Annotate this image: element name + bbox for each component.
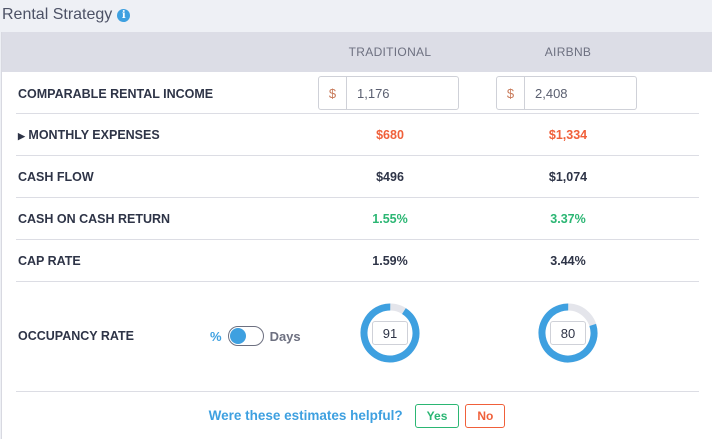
airbnb-value: 3.37% xyxy=(550,212,586,226)
rental-strategy-table: TRADITIONAL AIRBNB COMPARABLE RENTAL INC… xyxy=(1,32,712,439)
input-value: 2,408 xyxy=(535,85,568,101)
caret-right-icon: ▶ xyxy=(18,131,25,141)
row-income: COMPARABLE RENTAL INCOME $1,176 $2,408 xyxy=(16,72,699,114)
row-cash-flow: CASH FLOW $496 $1,074 xyxy=(16,156,699,198)
table-header: TRADITIONAL AIRBNB xyxy=(2,32,712,72)
row-label: CASH ON CASH RETURN xyxy=(18,212,171,226)
row-cap-rate: CAP RATE 1.59% 3.44% xyxy=(16,240,699,282)
airbnb-occupancy-input[interactable]: 80 xyxy=(550,321,586,345)
airbnb-value: 3.44% xyxy=(550,254,586,268)
row-label: OCCUPANCY RATE xyxy=(18,329,134,343)
section-title: Rental Strategy i xyxy=(2,6,131,24)
yes-button[interactable]: Yes xyxy=(414,403,460,428)
airbnb-value: $1,074 xyxy=(548,170,588,184)
no-button[interactable]: No xyxy=(465,403,506,428)
traditional-value: 1.59% xyxy=(372,254,408,268)
feedback-question: Were these estimates helpful? xyxy=(208,408,403,423)
currency-symbol: $ xyxy=(319,77,347,109)
row-label: MONTHLY EXPENSES xyxy=(28,128,160,142)
traditional-occupancy-donut: 91 xyxy=(360,303,420,363)
unit-toggle[interactable]: % Days xyxy=(210,326,301,346)
airbnb-occupancy-donut: 80 xyxy=(538,303,598,363)
row-monthly-expenses[interactable]: ▶ MONTHLY EXPENSES $680 $1,334 xyxy=(16,114,699,156)
traditional-value: $680 xyxy=(376,128,404,142)
expand-expenses[interactable]: ▶ MONTHLY EXPENSES xyxy=(18,128,160,142)
traditional-value: $496 xyxy=(376,170,404,184)
feedback-bar: Were these estimates helpful? Yes No xyxy=(2,392,712,439)
income-label: COMPARABLE RENTAL INCOME xyxy=(18,87,214,101)
row-label: CASH FLOW xyxy=(18,170,94,184)
title-text: Rental Strategy xyxy=(2,6,113,23)
col-airbnb: AIRBNB xyxy=(544,45,592,59)
traditional-occupancy-input[interactable]: 91 xyxy=(372,321,408,345)
row-occupancy: OCCUPANCY RATE % Days 91 80 xyxy=(16,282,699,392)
info-icon[interactable]: i xyxy=(117,8,131,22)
row-label: CAP RATE xyxy=(18,254,81,268)
traditional-income-input[interactable]: $1,176 xyxy=(318,76,459,110)
currency-symbol: $ xyxy=(497,77,525,109)
row-cash-on-cash: CASH ON CASH RETURN 1.55% 3.37% xyxy=(16,198,699,240)
col-traditional: TRADITIONAL xyxy=(348,45,432,59)
percent-label: % xyxy=(210,328,222,344)
input-value: 1,176 xyxy=(357,85,390,101)
days-label: Days xyxy=(269,328,301,344)
airbnb-income-input[interactable]: $2,408 xyxy=(496,76,637,110)
toggle-switch[interactable] xyxy=(227,326,264,346)
traditional-value: 1.55% xyxy=(372,212,408,226)
airbnb-value: $1,334 xyxy=(548,128,588,142)
